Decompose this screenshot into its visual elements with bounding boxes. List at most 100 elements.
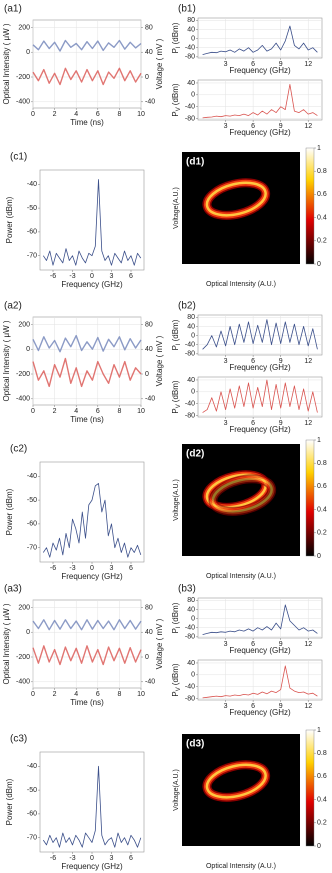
- series-line: [202, 379, 318, 413]
- x-axis-label: Time (ns): [70, 698, 104, 707]
- x-tick-label: 0: [90, 565, 94, 572]
- y-tick-label: -50: [27, 205, 37, 212]
- x-tick-label: 6: [129, 273, 133, 280]
- x-axis-label: Frequency (GHz): [61, 862, 123, 871]
- x-tick-label: 3: [110, 565, 114, 572]
- y-tick-label: 0: [26, 629, 30, 636]
- y-tick-label: 0: [191, 332, 195, 339]
- panel-label: (a2): [4, 301, 22, 312]
- attractor-ring: [202, 760, 271, 802]
- y-tick-label: -400: [16, 396, 30, 403]
- x-tick-label: 0: [90, 273, 94, 280]
- x-tick-label: 9: [279, 420, 283, 427]
- y-tick-label: 0: [191, 389, 195, 396]
- series-line: [202, 25, 318, 55]
- y-tick-label: -70: [27, 253, 37, 260]
- y-axis-label-main: P: [171, 345, 180, 350]
- y-tick-label: 40: [187, 660, 195, 667]
- x-tick-label: 9: [279, 123, 283, 130]
- y-tick-label: -60: [27, 229, 37, 236]
- y-axis-label: PI (dBm): [171, 319, 181, 350]
- panel-label: (b3): [178, 584, 196, 595]
- heatmap-image: [182, 152, 300, 264]
- x-tick-label: 2: [53, 111, 57, 118]
- colorbar-tick-label: 0.8: [317, 460, 327, 467]
- x-tick-label: 9: [279, 703, 283, 710]
- x-axis-label: Time (ns): [70, 415, 104, 424]
- heatmap-image: [182, 444, 300, 556]
- panel-label: (c2): [10, 444, 27, 455]
- y2-tick-label: -40: [145, 396, 155, 403]
- y2-tick-label: 40: [145, 629, 153, 636]
- plot-area: [197, 17, 323, 59]
- x-axis-label: Frequency (GHz): [61, 572, 123, 581]
- x-tick-label: 8: [117, 408, 121, 415]
- x-tick-label: 6: [96, 691, 100, 698]
- y-tick-label: 200: [18, 24, 30, 31]
- y-tick-label: 80: [187, 17, 195, 24]
- colorbar: [305, 729, 315, 847]
- x-axis-label: Frequency (GHz): [61, 280, 123, 289]
- y-axis-label-main: P: [171, 408, 180, 413]
- y-axis-label-sub: V: [176, 107, 182, 111]
- y2-axis-label: Voltage ( mV ): [155, 335, 164, 386]
- y-tick-label: -200: [16, 654, 30, 661]
- colorbar-tick-label: 0.4: [317, 796, 327, 803]
- y2-tick-label: -40: [145, 679, 155, 686]
- series-line: [42, 765, 142, 848]
- y-tick-label: 0: [191, 35, 195, 42]
- y-axis-label: Optical Intensity ( μW ): [2, 320, 11, 401]
- panel-label: (d3): [186, 739, 204, 750]
- colorbar-tick-label: 0.6: [317, 191, 327, 198]
- y-axis-label-main: P: [171, 111, 180, 116]
- y-tick-label: 80: [187, 597, 195, 604]
- series-line: [32, 39, 142, 52]
- heatmap-image: [182, 734, 300, 846]
- y-axis-label-unit: (dBm): [171, 663, 180, 685]
- y2-tick-label: 0: [145, 654, 149, 661]
- y-axis-label-unit: (dBm): [171, 319, 180, 341]
- y-axis-label: PI (dBm): [171, 22, 181, 53]
- x-tick-label: 0: [31, 111, 35, 118]
- y-tick-label: 0: [191, 615, 195, 622]
- plot-area: [32, 599, 142, 689]
- x-tick-label: 9: [279, 61, 283, 68]
- x-tick-label: 3: [224, 358, 228, 365]
- colorbar-tick-label: 0.4: [317, 214, 327, 221]
- series-line: [32, 357, 142, 388]
- y-axis-label-main: P: [171, 628, 180, 633]
- y-tick-label: 40: [187, 377, 195, 384]
- x-tick-label: 3: [224, 61, 228, 68]
- colorbar: [305, 147, 315, 265]
- y2-axis-label: Voltage ( mV ): [155, 618, 164, 669]
- y-tick-label: -40: [185, 625, 195, 632]
- colorbar-tick-label: 0.8: [317, 750, 327, 757]
- x-tick-label: 6: [251, 61, 255, 68]
- y-axis-label: Power (dBm): [5, 778, 14, 825]
- y-axis-label: Optical Intensity ( μW ): [2, 23, 11, 104]
- x-axis-label: Frequency (GHz): [229, 646, 291, 655]
- colorbar-tick-label: 0.2: [317, 820, 327, 827]
- plot-area: [197, 79, 323, 121]
- y-tick-label: -200: [16, 74, 30, 81]
- panel-label: (c1): [10, 152, 27, 163]
- x-tick-label: 12: [304, 61, 312, 68]
- colorbar-tick-label: 0.2: [317, 530, 327, 537]
- panel-label: (c3): [10, 734, 27, 745]
- x-tick-label: 6: [96, 408, 100, 415]
- x-tick-label: 12: [304, 358, 312, 365]
- x-tick-label: 3: [110, 855, 114, 862]
- x-tick-label: 9: [279, 358, 283, 365]
- colorbar-tick-label: 0.8: [317, 168, 327, 175]
- x-tick-label: 6: [251, 123, 255, 130]
- y2-tick-label: 40: [145, 49, 153, 56]
- ring-core: [205, 763, 267, 799]
- y-tick-label: -70: [27, 545, 37, 552]
- colorbar-tick-label: 0.2: [317, 238, 327, 245]
- y-tick-label: -80: [185, 695, 195, 702]
- y-tick-label: -80: [185, 634, 195, 641]
- x-tick-label: 6: [251, 641, 255, 648]
- x-axis-label: Frequency (GHz): [229, 66, 291, 75]
- x-tick-label: 4: [74, 691, 78, 698]
- series-line: [202, 84, 318, 119]
